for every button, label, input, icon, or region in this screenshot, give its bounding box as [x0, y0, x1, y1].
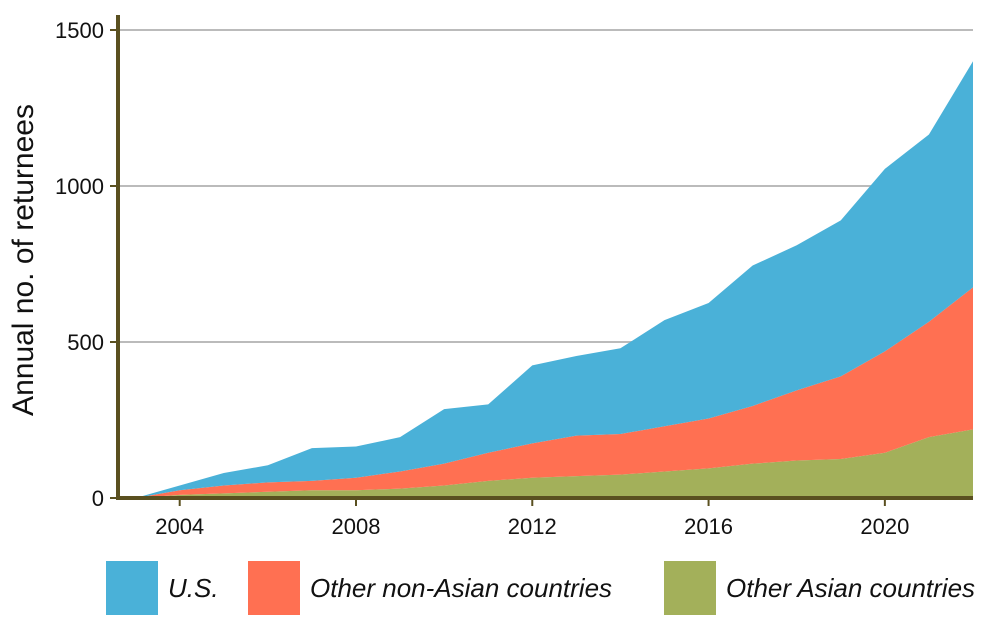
legend-item-other-asian: Other Asian countries [664, 560, 975, 616]
legend-swatch-other-asian [664, 561, 716, 615]
stacked-area-chart: 0 500 1000 1500 2004 2008 2012 2016 2020 Annual n… [7, 15, 973, 539]
axis-layer [110, 15, 973, 506]
x-tick-label-2016: 2016 [684, 514, 733, 539]
legend-item-other-non-asian: Other non-Asian countries [248, 560, 612, 616]
legend: U.S. Other non-Asian countries Other Asi… [0, 560, 998, 620]
legend-item-us: U.S. [106, 560, 219, 616]
legend-label-other-non-asian: Other non-Asian countries [310, 572, 613, 603]
legend-swatch-us [106, 561, 158, 615]
legend-swatch-other-non-asian [248, 561, 300, 615]
x-tick-label-2008: 2008 [332, 514, 381, 539]
area-series-other-non-asian-countries [135, 287, 973, 498]
x-tick-label-2020: 2020 [860, 514, 909, 539]
label-layer: 0 500 1000 1500 2004 2008 2012 2016 2020 Annual n… [7, 18, 909, 539]
x-tick-label-2012: 2012 [508, 514, 557, 539]
x-tick-label-2004: 2004 [155, 514, 204, 539]
y-tick-label-500: 500 [67, 330, 104, 355]
area-series-u-s [135, 61, 973, 498]
y-tick-label-0: 0 [92, 486, 104, 511]
y-tick-label-1000: 1000 [55, 174, 104, 199]
y-tick-label-1500: 1500 [55, 18, 104, 43]
area-series-other-asian-countries [135, 429, 973, 498]
legend-label-us: U.S. [168, 572, 219, 603]
area-layer [135, 61, 973, 498]
y-axis-label: Annual no. of returnees [7, 104, 40, 416]
legend-label-other-asian: Other Asian countries [726, 572, 976, 603]
